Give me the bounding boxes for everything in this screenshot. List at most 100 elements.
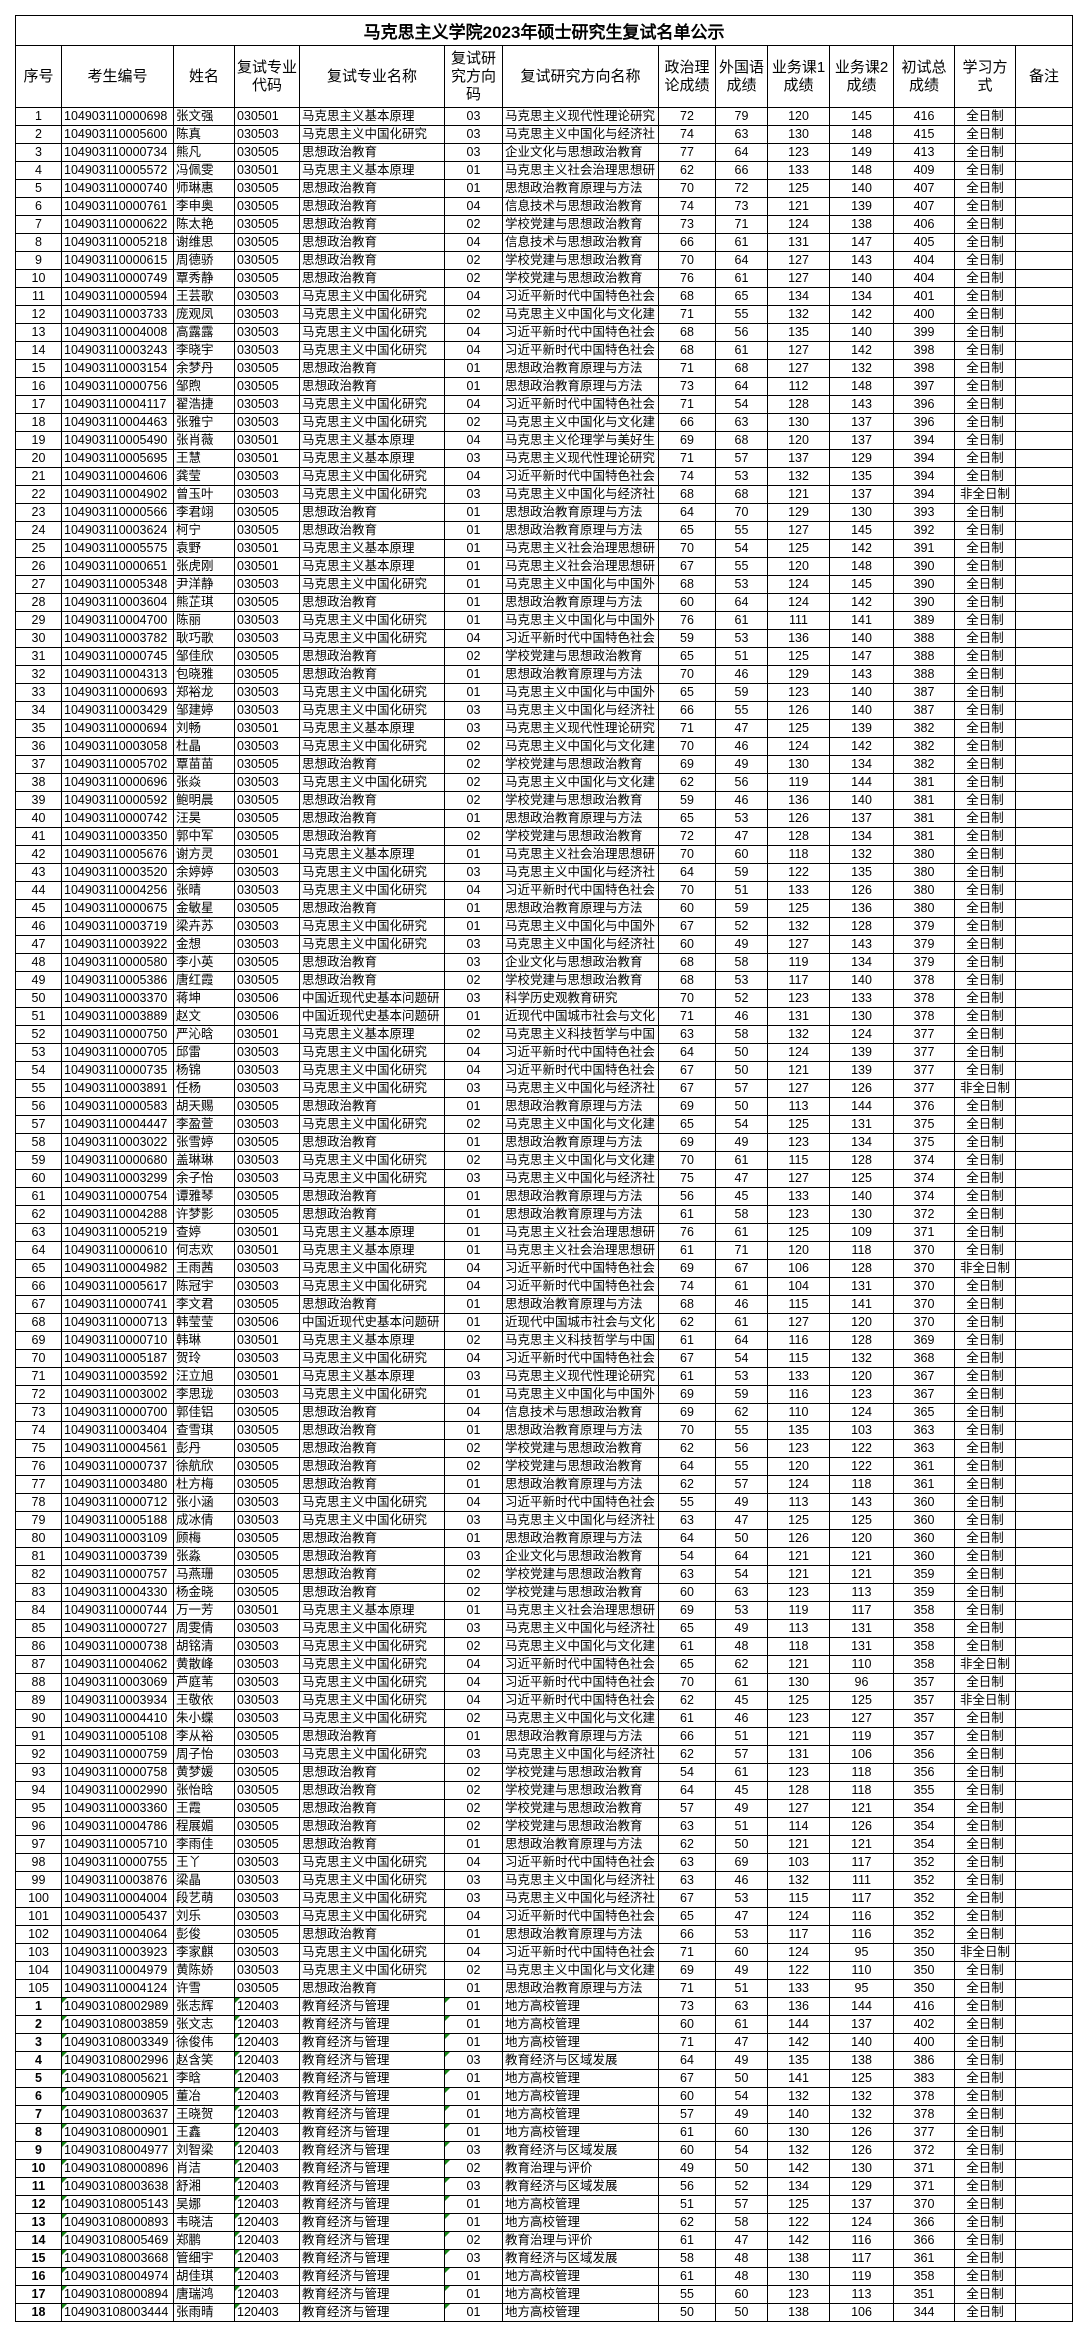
cell-remarks: [1014, 395, 1074, 414]
cell-course1-score: 115: [767, 1295, 830, 1314]
cell-total-score: 371: [893, 2159, 955, 2178]
cell-course1-score: 142: [767, 2231, 830, 2250]
cell-name: 邱雷: [173, 1043, 235, 1062]
cell-candidate-id: 104903110004288: [61, 1205, 174, 1224]
cell-candidate-id: 104903110004700: [61, 611, 174, 630]
cell-course1-score: 127: [767, 269, 830, 288]
cell-seq: 47: [15, 935, 62, 954]
cell-total-score: 354: [893, 1799, 955, 1818]
cell-course1-score: 119: [767, 1601, 830, 1620]
cell-course1-score: 126: [767, 701, 830, 720]
cell-course1-score: 130: [767, 413, 830, 432]
cell-politics-score: 70: [658, 737, 716, 756]
cell-foreign-language-score: 55: [715, 305, 768, 324]
table-row: 44 104903110004256 张晴 030503 马克思主义中国化研究 04 习近平…: [15, 881, 1074, 900]
cell-course1-score: 124: [767, 1043, 830, 1062]
table-row: 101 104903110005437 刘乐 030503 马克思主义中国化研究 04 习近…: [15, 1907, 1074, 1926]
cell-direction-code: 03: [444, 2177, 503, 2196]
cell-name: 张怡晗: [173, 1781, 235, 1800]
cell-name: 成冰倩: [173, 1511, 235, 1530]
cell-direction-code: 02: [444, 1565, 503, 1584]
cell-major-name: 思想政治教育: [299, 1403, 445, 1422]
cell-name: 李晓宇: [173, 341, 235, 360]
cell-study-mode: 全日制: [954, 809, 1016, 828]
cell-major-name: 思想政治教育: [299, 143, 445, 162]
cell-major-code: 120403: [234, 1997, 300, 2016]
cell-total-score: 350: [893, 1961, 955, 1980]
cell-name: 曾玉叶: [173, 485, 235, 504]
cell-course1-score: 128: [767, 395, 830, 414]
cell-total-score: 399: [893, 323, 955, 342]
cell-candidate-id: 104903110003739: [61, 1547, 174, 1566]
cell-study-mode: 全日制: [954, 719, 1016, 738]
cell-name: 杨锦: [173, 1061, 235, 1080]
cell-study-mode: 全日制: [954, 413, 1016, 432]
cell-major-code: 030503: [234, 1151, 300, 1170]
cell-direction-code: 01: [444, 1187, 503, 1206]
cell-candidate-id: 104903110000745: [61, 647, 174, 666]
cell-study-mode: 全日制: [954, 1583, 1016, 1602]
cell-direction-code: 01: [444, 1097, 503, 1116]
cell-major-code: 030505: [234, 1817, 300, 1836]
cell-course1-score: 131: [767, 233, 830, 252]
cell-study-mode: 全日制: [954, 233, 1016, 252]
cell-major-name: 马克思主义中国化研究: [299, 1259, 445, 1278]
cell-total-score: 416: [893, 1997, 955, 2016]
cell-direction-name: 近现代中国城市社会与文化: [502, 1007, 659, 1026]
cell-politics-score: 67: [658, 2069, 716, 2088]
cell-course1-score: 127: [767, 251, 830, 270]
cell-major-name: 教育经济与管理: [299, 1997, 445, 2016]
cell-remarks: [1014, 161, 1074, 180]
cell-direction-code: 01: [444, 665, 503, 684]
cell-direction-name: 思想政治教育原理与方法: [502, 1835, 659, 1854]
cell-course1-score: 123: [767, 2285, 830, 2304]
cell-total-score: 402: [893, 2015, 955, 2034]
cell-study-mode: 全日制: [954, 1403, 1016, 1422]
cell-foreign-language-score: 61: [715, 611, 768, 630]
cell-direction-code: 01: [444, 845, 503, 864]
cell-candidate-id: 104903108004977: [61, 2141, 174, 2160]
cell-remarks: [1014, 1241, 1074, 1260]
cell-candidate-id: 104903110003404: [61, 1421, 174, 1440]
cell-course1-score: 127: [767, 1799, 830, 1818]
cell-seq: 94: [15, 1781, 62, 1800]
cell-course1-score: 135: [767, 2051, 830, 2070]
cell-remarks: [1014, 1565, 1074, 1584]
cell-remarks: [1014, 719, 1074, 738]
cell-major-code: 030503: [234, 1745, 300, 1764]
table-row: 69 104903110000710 韩琳 030501 马克思主义基本原理 02 马克思主…: [15, 1331, 1074, 1350]
cell-course2-score: 120: [829, 1313, 894, 1332]
cell-seq: 60: [15, 1169, 62, 1188]
table-row: 13 104903110004008 高露露 030503 马克思主义中国化研究 04 习近…: [15, 323, 1074, 342]
cell-study-mode: 全日制: [954, 1277, 1016, 1296]
cell-remarks: [1014, 1097, 1074, 1116]
cell-candidate-id: 104903110004606: [61, 467, 174, 486]
cell-study-mode: 全日制: [954, 1007, 1016, 1026]
cell-seq: 18: [15, 2303, 62, 2322]
cell-course2-score: 140: [829, 179, 894, 198]
cell-course1-score: 132: [767, 1871, 830, 1890]
cell-major-code: 030503: [234, 1511, 300, 1530]
cell-candidate-id: 104903108000896: [61, 2159, 174, 2178]
cell-politics-score: 65: [658, 1619, 716, 1638]
cell-foreign-language-score: 46: [715, 791, 768, 810]
cell-seq: 66: [15, 1277, 62, 1296]
cell-course1-score: 135: [767, 323, 830, 342]
cell-candidate-id: 104903110000592: [61, 791, 174, 810]
cell-course2-score: 118: [829, 1475, 894, 1494]
cell-course1-score: 130: [767, 2123, 830, 2142]
cell-course2-score: 145: [829, 575, 894, 594]
cell-study-mode: 全日制: [954, 467, 1016, 486]
cell-total-score: 372: [893, 1205, 955, 1224]
table-row: 38 104903110000696 张焱 030503 马克思主义中国化研究 02 马克思…: [15, 773, 1074, 792]
cell-direction-name: 马克思主义现代性理论研究: [502, 107, 659, 126]
cell-major-code: 030505: [234, 269, 300, 288]
cell-politics-score: 70: [658, 845, 716, 864]
cell-total-score: 361: [893, 1457, 955, 1476]
cell-major-code: 030505: [234, 251, 300, 270]
cell-name: 李晗: [173, 2069, 235, 2088]
cell-seq: 92: [15, 1745, 62, 1764]
cell-remarks: [1014, 1385, 1074, 1404]
cell-direction-code: 01: [444, 2033, 503, 2052]
cell-remarks: [1014, 1961, 1074, 1980]
